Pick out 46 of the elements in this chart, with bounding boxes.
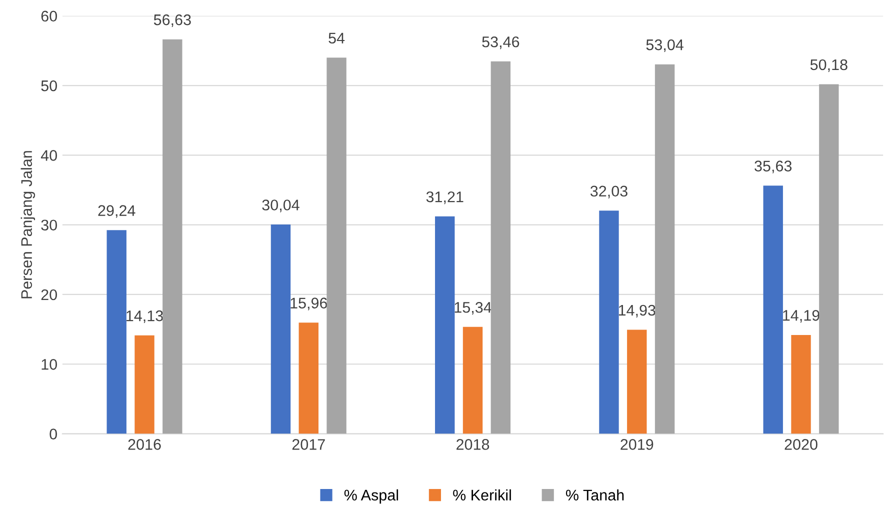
bar	[298, 322, 318, 434]
bar	[106, 230, 126, 434]
x-tick-label: 2017	[292, 439, 325, 450]
y-axis-title: Persen Panjang Jalan	[20, 151, 36, 298]
data-label: 14,13	[126, 310, 163, 324]
data-label: 53,04	[646, 39, 684, 52]
bar	[462, 326, 483, 434]
x-tick-label: 2016	[128, 439, 161, 450]
data-label: 29,24	[98, 205, 136, 218]
data-label: 15,96	[290, 298, 328, 310]
x-tick-label: 2018	[456, 439, 490, 450]
bar	[162, 39, 182, 434]
bar	[435, 216, 455, 434]
legend-label: % Kerikil	[453, 489, 511, 501]
data-label: 15,34	[454, 302, 492, 315]
legend-label: % Tanah	[566, 489, 624, 501]
x-tick-label: 2019	[620, 439, 654, 450]
bar	[134, 335, 154, 434]
data-label: 32,03	[590, 186, 628, 198]
bar	[326, 58, 346, 434]
data-label: 14,93	[618, 304, 656, 318]
bar	[654, 64, 675, 434]
data-label: 54	[328, 32, 345, 44]
data-label: 53,46	[482, 36, 520, 50]
data-label: 50,18	[810, 59, 848, 72]
y-tick-label: 30	[41, 220, 57, 231]
bar	[819, 84, 839, 434]
y-tick-label: 20	[41, 289, 57, 300]
bar	[627, 330, 647, 434]
bar	[763, 186, 783, 434]
y-tick-label: 50	[41, 80, 57, 92]
y-tick-label: 40	[40, 150, 57, 161]
bar	[270, 224, 291, 434]
legend-label: % Aspal	[344, 489, 398, 504]
bar	[490, 61, 511, 434]
y-tick-label: 10	[42, 358, 57, 370]
bar	[791, 334, 811, 434]
y-tick-label: 0	[50, 428, 57, 440]
data-label: 35,63	[754, 160, 792, 174]
data-label: 14,19	[783, 310, 820, 323]
y-tick-label: 60	[41, 10, 57, 22]
data-label: 31,21	[426, 191, 464, 204]
data-label: 30,04	[262, 200, 300, 212]
data-label: 56,63	[154, 14, 191, 28]
x-tick-label: 2020	[784, 439, 818, 450]
bar	[599, 210, 619, 434]
